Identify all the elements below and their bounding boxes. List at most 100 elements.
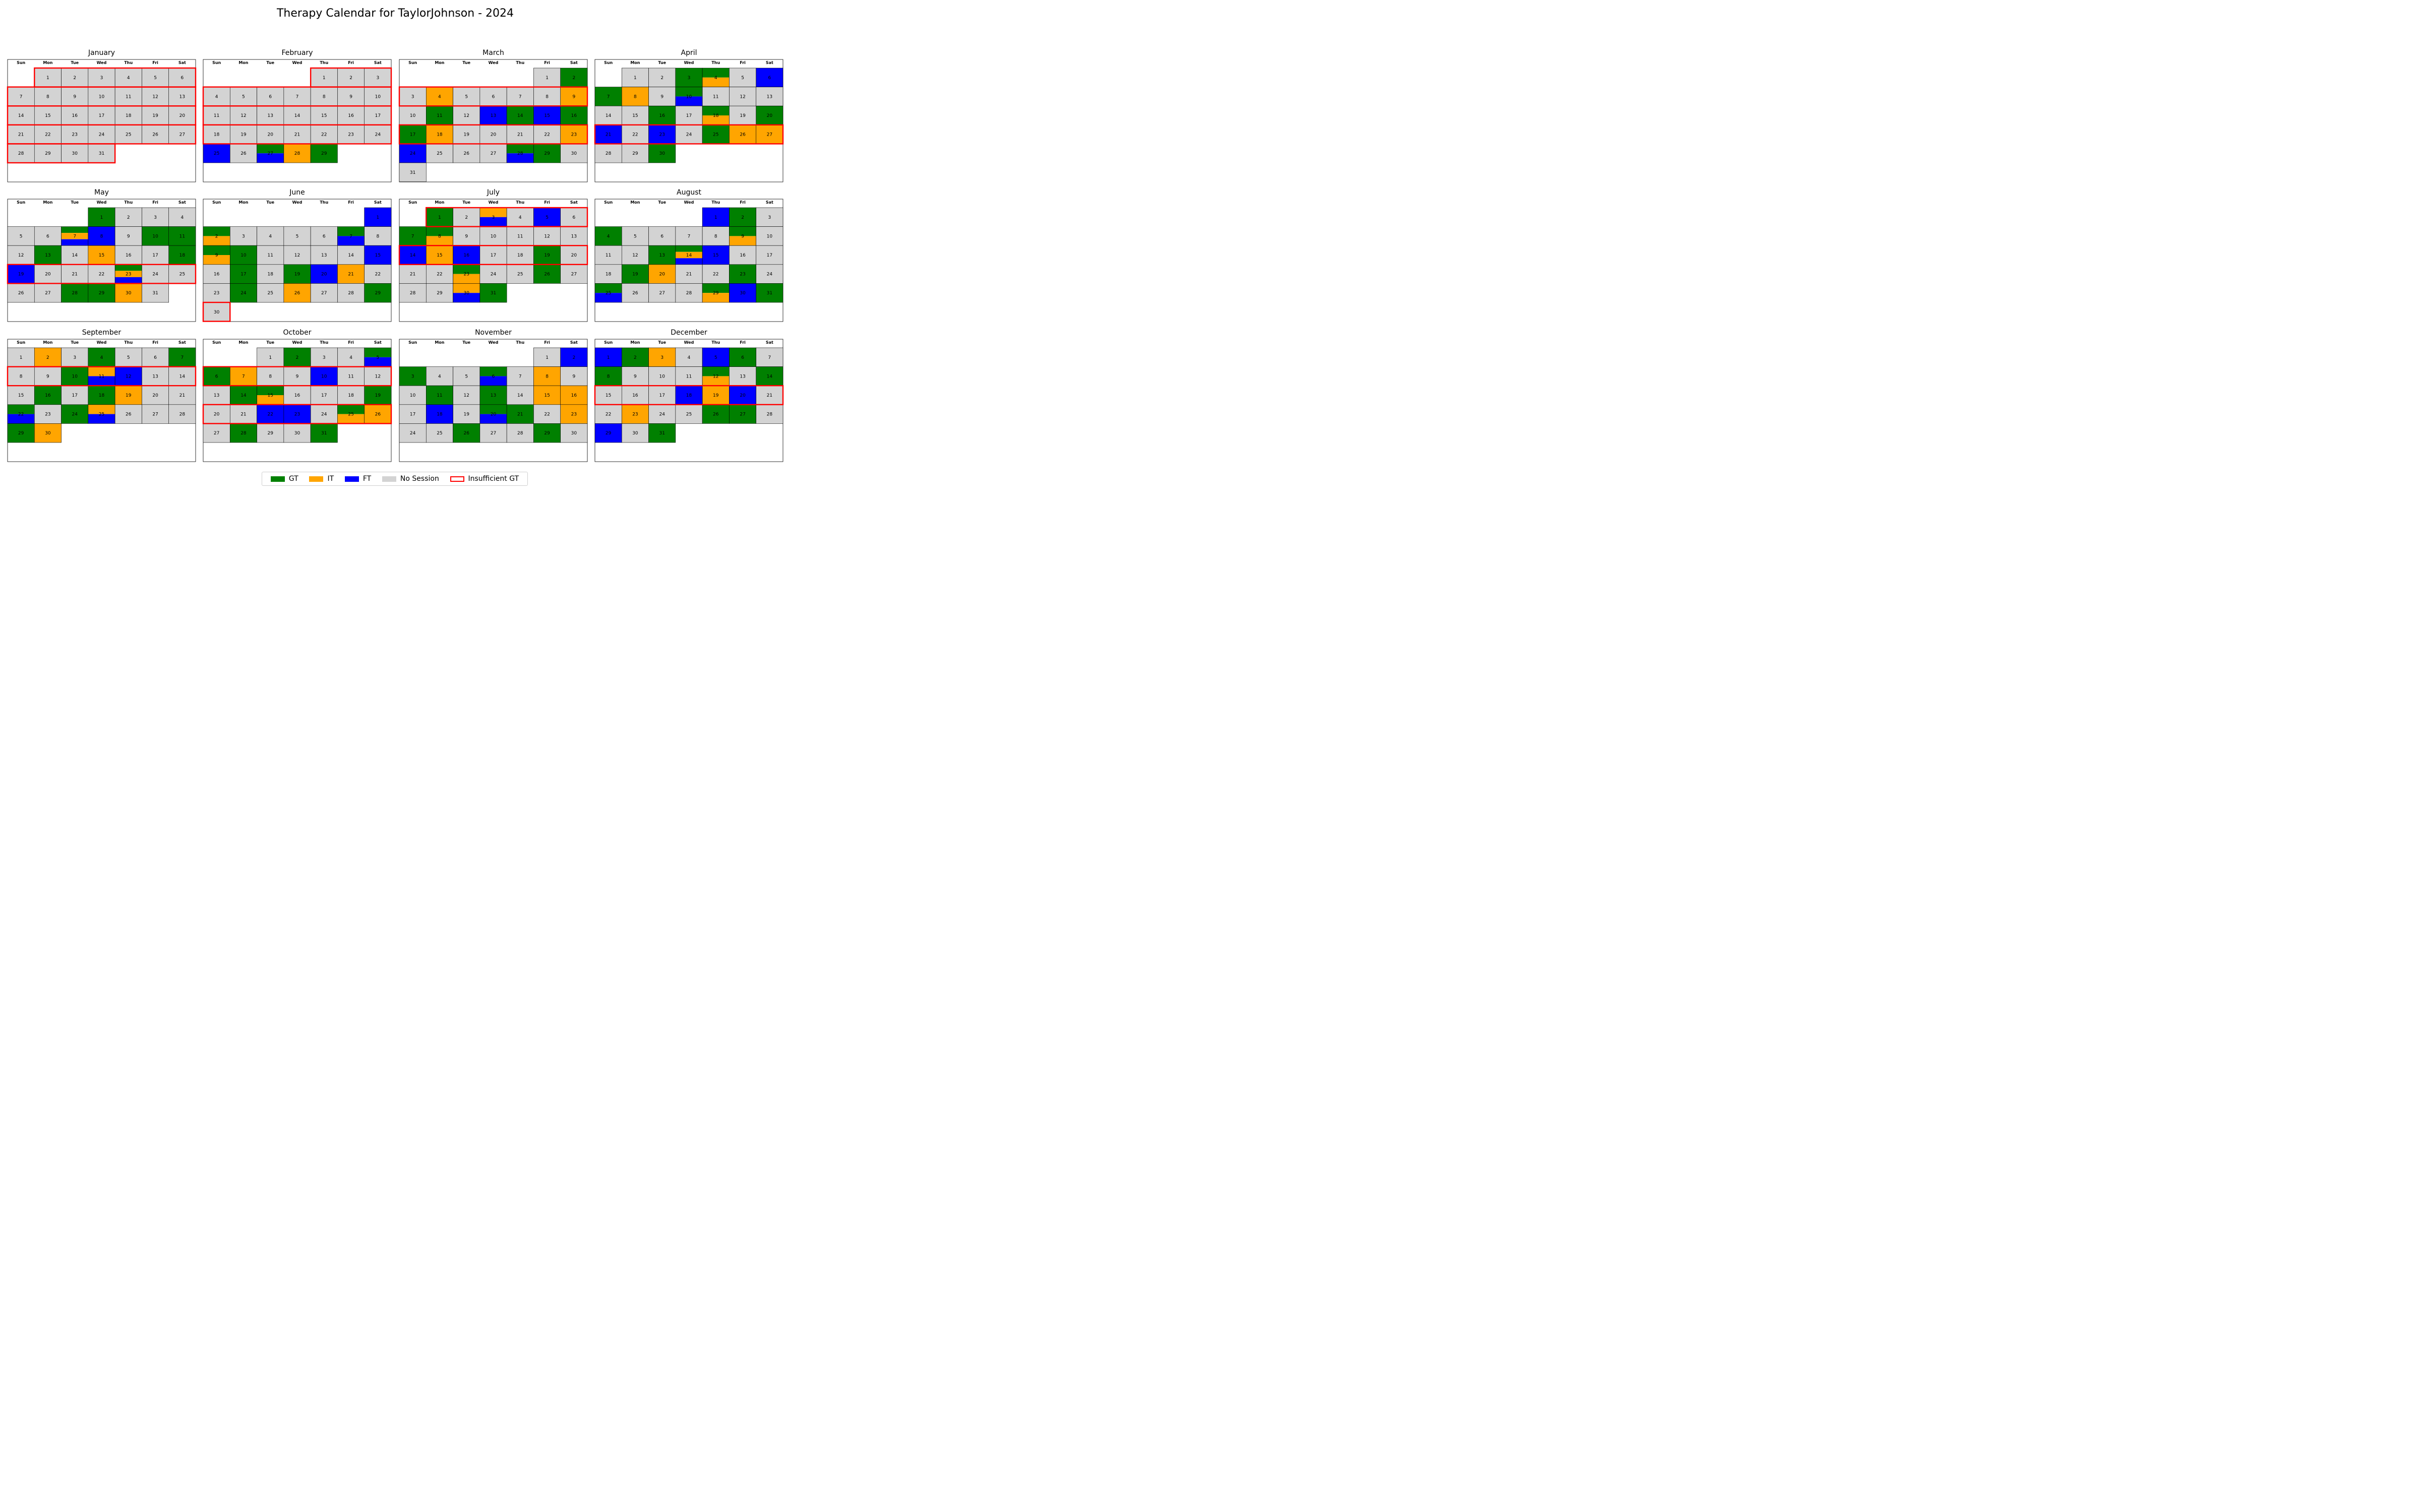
day-number: 29: [713, 291, 719, 296]
weekday-label: Thu: [320, 60, 328, 65]
day-number: 6: [215, 374, 218, 379]
weekday-label: Tue: [71, 60, 79, 65]
day-cell-ft: [203, 144, 230, 163]
day-number: 13: [659, 253, 664, 258]
day-cell-ft: [115, 277, 142, 284]
day-number: 18: [517, 253, 523, 258]
day-cell-it: [729, 124, 756, 144]
day-cell: [88, 124, 115, 144]
day-cell-gt: [756, 283, 783, 302]
day-number: 18: [267, 272, 273, 277]
legend-swatch-ft: [344, 476, 359, 482]
day-cell: [34, 226, 62, 246]
weekday-label: Sat: [766, 200, 773, 205]
day-cell-gt: [675, 87, 703, 97]
day-cell: [533, 68, 561, 87]
day-number: 24: [152, 272, 158, 277]
day-number: 3: [154, 215, 157, 220]
weekday-label: Sat: [374, 340, 382, 345]
day-number: 13: [321, 253, 327, 258]
day-number: 7: [180, 355, 184, 360]
day-cell: [114, 404, 142, 424]
day-cell: [506, 124, 534, 144]
day-cell-gt: [507, 144, 534, 154]
day-cell-it: [337, 264, 365, 284]
day-cell-gt: [399, 366, 427, 386]
day-number: 29: [544, 151, 550, 156]
day-cell: [7, 366, 35, 386]
day-number: 11: [606, 253, 611, 258]
insufficient-gt-week-outline: [594, 124, 784, 145]
weekday-label: Thu: [711, 340, 720, 345]
weekday-label: Sun: [212, 60, 221, 65]
day-number: 15: [18, 393, 24, 398]
day-cell-it: [622, 404, 649, 424]
day-cell: [168, 68, 196, 87]
day-number: 11: [126, 94, 131, 99]
day-cell: [648, 226, 676, 246]
day-number: 3: [688, 76, 691, 81]
day-cell-ft: [364, 208, 391, 227]
day-number: 5: [154, 76, 157, 81]
day-cell-it: [426, 236, 453, 246]
day-cell-gt: [142, 226, 169, 246]
day-cell: [560, 264, 588, 284]
day-number: 7: [607, 94, 610, 99]
day-number: 9: [73, 94, 76, 99]
day-cell-ft: [364, 245, 391, 265]
day-number: 25: [348, 412, 353, 417]
insufficient-gt-week-outline: [202, 366, 392, 387]
day-cell: [34, 404, 62, 424]
day-cell-ft: [8, 264, 35, 284]
day-cell-gt: [168, 245, 196, 265]
day-cell: [648, 404, 676, 424]
weekday-label: Mon: [435, 60, 444, 65]
day-number: 2: [660, 76, 663, 81]
day-cell-gt: [479, 404, 507, 414]
weekday-label: Sun: [408, 60, 417, 65]
day-cell: [34, 105, 62, 125]
day-cell-it: [702, 77, 730, 87]
day-number: 16: [571, 393, 577, 398]
day-number: 24: [767, 272, 773, 277]
day-number: 8: [438, 234, 441, 239]
day-cell-gt: [61, 226, 88, 233]
legend-swatch-no-session: [382, 476, 396, 482]
day-cell: [337, 385, 365, 405]
day-number: 3: [660, 355, 663, 360]
day-cell: [506, 366, 534, 386]
day-cell-ft: [311, 366, 338, 386]
day-number: 20: [491, 133, 497, 138]
day-cell-gt: [702, 106, 730, 115]
day-number: 1: [714, 215, 717, 220]
day-number: 3: [323, 355, 326, 360]
day-number: 18: [686, 393, 692, 398]
weekday-label: Wed: [97, 60, 107, 65]
day-number: 17: [152, 253, 158, 258]
day-cell: [675, 264, 703, 284]
day-cell-gt: [533, 144, 561, 163]
day-cell: [114, 124, 142, 144]
day-number: 15: [606, 393, 611, 398]
weekday-label: Tue: [462, 60, 470, 65]
weekday-label: Sat: [766, 60, 773, 65]
day-number: 24: [240, 291, 247, 296]
day-number: 21: [686, 272, 692, 277]
day-number: 17: [321, 393, 327, 398]
day-cell-gt: [675, 68, 703, 87]
month-title: November: [475, 329, 512, 337]
day-number: 24: [659, 412, 665, 417]
day-number: 8: [323, 94, 326, 99]
weekday-label: Sun: [408, 200, 417, 205]
day-number: 7: [242, 374, 245, 379]
day-number: 6: [180, 76, 184, 81]
day-cell-ft: [595, 423, 622, 443]
legend-label-no-session: No Session: [400, 475, 439, 483]
weekday-label: Thu: [516, 340, 524, 345]
day-cell-it: [115, 386, 142, 405]
day-number: 14: [686, 253, 692, 258]
day-number: 22: [267, 412, 273, 417]
day-number: 12: [463, 113, 469, 118]
day-cell: [399, 283, 427, 303]
